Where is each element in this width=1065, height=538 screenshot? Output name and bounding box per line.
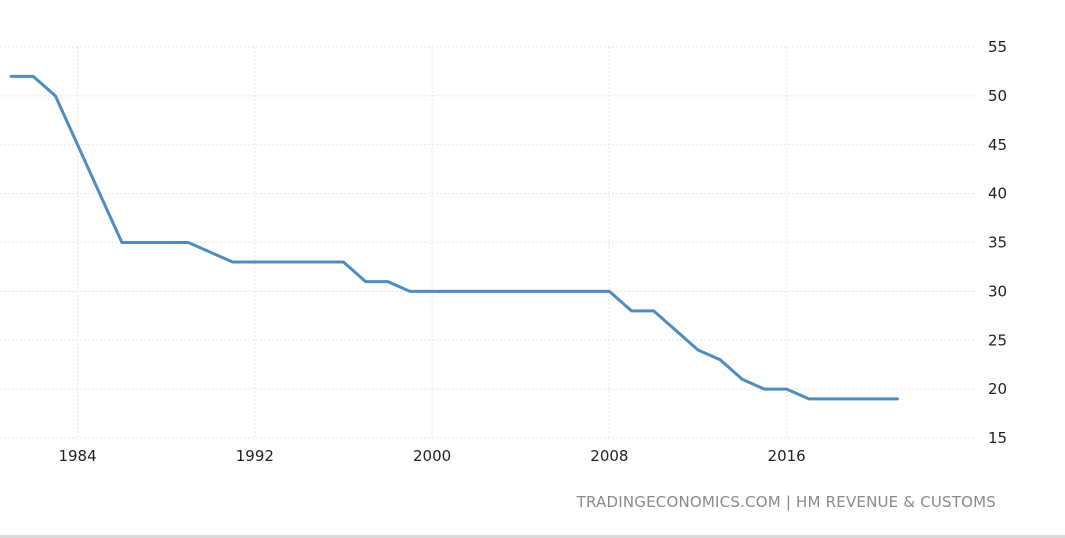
- y-tick-label: 50: [988, 87, 1007, 105]
- data-point: [719, 358, 722, 361]
- y-tick-label: 20: [988, 380, 1007, 398]
- y-tick-label: 15: [988, 429, 1007, 447]
- x-tick-label: 2016: [768, 447, 806, 465]
- x-axis-ticks: 1984 1992 2000 2008 2016: [58, 447, 805, 465]
- data-point: [231, 261, 234, 264]
- data-point: [807, 397, 810, 400]
- data-point: [32, 75, 35, 78]
- y-tick-label: 25: [988, 331, 1007, 349]
- data-point: [364, 280, 367, 283]
- data-point: [408, 290, 411, 293]
- x-tick-label: 2000: [413, 447, 451, 465]
- y-tick-label: 30: [988, 282, 1007, 300]
- data-point: [896, 397, 899, 400]
- y-tick-label: 35: [988, 234, 1007, 252]
- data-point: [697, 349, 700, 352]
- grid-lines: [0, 46, 975, 439]
- x-tick-label: 1984: [58, 447, 96, 465]
- series-group: [9, 74, 899, 401]
- data-point: [386, 280, 389, 283]
- y-tick-label: 45: [988, 136, 1007, 154]
- y-axis-ticks: 15 20 25 30 35 40 45 50 55: [988, 38, 1007, 447]
- bottom-divider: [0, 535, 1065, 538]
- source-attribution: TRADINGECONOMICS.COM | HM REVENUE & CUST…: [576, 493, 996, 511]
- data-point: [630, 309, 633, 312]
- x-tick-label: 1992: [236, 447, 274, 465]
- data-point: [741, 378, 744, 381]
- data-point: [342, 261, 345, 264]
- y-tick-label: 40: [988, 185, 1007, 203]
- data-point: [608, 290, 611, 293]
- data-point: [652, 309, 655, 312]
- data-point: [785, 388, 788, 391]
- data-point: [10, 75, 13, 78]
- data-point: [187, 241, 190, 244]
- data-point: [763, 388, 766, 391]
- data-point: [120, 241, 123, 244]
- x-tick-label: 2008: [590, 447, 628, 465]
- data-point: [54, 94, 57, 97]
- series-line: [9, 74, 899, 401]
- y-tick-label: 55: [988, 38, 1007, 56]
